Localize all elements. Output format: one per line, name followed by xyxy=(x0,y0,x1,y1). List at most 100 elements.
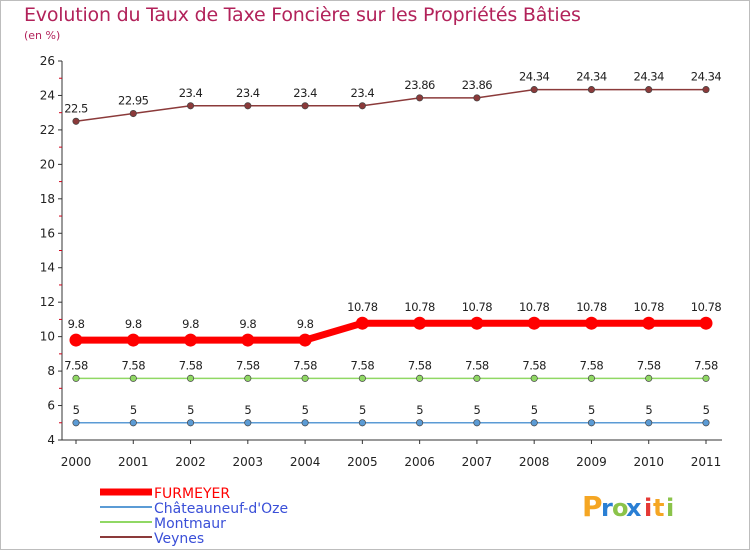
data-point xyxy=(530,419,538,427)
logo-letter: i xyxy=(644,494,652,522)
y-tick-label: 14 xyxy=(40,261,55,275)
data-label: 7.58 xyxy=(236,358,260,372)
data-label: 7.58 xyxy=(637,358,661,372)
x-tick-label: 2006 xyxy=(404,455,435,469)
y-tick-label: 10 xyxy=(40,330,55,344)
data-point xyxy=(473,419,481,427)
data-point xyxy=(473,374,481,382)
data-point xyxy=(642,316,656,330)
y-tick-label: 12 xyxy=(40,295,55,309)
logo-letter: t xyxy=(653,494,664,522)
x-tick-label: 2004 xyxy=(290,455,321,469)
data-point xyxy=(244,102,252,110)
y-tick-label: 18 xyxy=(40,192,55,206)
data-point xyxy=(470,316,484,330)
data-point xyxy=(527,316,541,330)
data-label: 5 xyxy=(416,403,423,417)
data-label: 7.58 xyxy=(64,358,88,372)
y-tick-label: 24 xyxy=(40,88,55,102)
data-point xyxy=(699,316,713,330)
data-label: 5 xyxy=(703,403,710,417)
data-point xyxy=(244,419,252,427)
y-tick-label: 6 xyxy=(47,399,55,413)
data-label: 10.78 xyxy=(347,300,378,314)
data-point xyxy=(645,419,653,427)
data-label: 5 xyxy=(473,403,480,417)
data-point xyxy=(416,374,424,382)
legend-label: Montmaur xyxy=(154,516,226,532)
data-point xyxy=(702,419,710,427)
data-point xyxy=(645,86,653,94)
data-label: 23.86 xyxy=(404,78,435,92)
legend-label: Châteauneuf-d'Oze xyxy=(154,501,288,517)
data-point xyxy=(358,374,366,382)
data-label: 5 xyxy=(73,403,80,417)
data-label: 5 xyxy=(302,403,309,417)
data-point xyxy=(413,316,427,330)
data-label: 5 xyxy=(359,403,366,417)
data-point xyxy=(244,374,252,382)
data-point xyxy=(129,109,137,118)
y-tick-label: 22 xyxy=(40,123,55,137)
y-tick-label: 8 xyxy=(47,364,55,378)
data-point xyxy=(241,333,255,347)
data-point xyxy=(587,86,596,94)
data-label: 10.78 xyxy=(404,300,435,314)
data-point xyxy=(301,419,309,427)
chart-title: Evolution du Taux de Taxe Foncière sur l… xyxy=(24,4,581,26)
data-point xyxy=(530,86,538,94)
data-label: 23.4 xyxy=(351,86,375,100)
data-label: 22.5 xyxy=(64,101,88,115)
data-label: 5 xyxy=(588,403,595,417)
data-label: 24.34 xyxy=(576,70,607,84)
data-label: 24.34 xyxy=(691,70,722,84)
logo-letter: P xyxy=(582,490,603,523)
data-point xyxy=(298,333,312,347)
data-label: 9.8 xyxy=(125,317,142,331)
data-label: 9.8 xyxy=(297,317,314,331)
logo-letter: o xyxy=(612,494,629,522)
data-label: 9.8 xyxy=(239,317,256,331)
data-point xyxy=(355,316,369,330)
data-label: 7.58 xyxy=(179,358,203,372)
data-label: 7.58 xyxy=(522,358,546,372)
data-point xyxy=(358,102,366,110)
data-label: 10.78 xyxy=(519,300,550,314)
data-label: 23.4 xyxy=(236,86,260,100)
data-label: 24.34 xyxy=(519,70,550,84)
data-label: 10.78 xyxy=(576,300,607,314)
y-tick-label: 4 xyxy=(47,433,55,447)
legend-label: Veynes xyxy=(154,531,204,547)
data-point xyxy=(530,374,538,382)
data-label: 22.95 xyxy=(118,94,149,108)
data-label: 5 xyxy=(645,403,652,417)
data-label: 10.78 xyxy=(691,300,722,314)
data-point xyxy=(584,316,598,330)
data-point xyxy=(645,374,653,382)
x-tick-label: 2000 xyxy=(61,455,92,469)
data-label: 5 xyxy=(187,403,194,417)
data-point xyxy=(69,333,83,347)
series-line-0 xyxy=(76,319,706,344)
x-tick-label: 2011 xyxy=(691,455,722,469)
x-tick-label: 2008 xyxy=(519,455,550,469)
y-tick-label: 16 xyxy=(40,226,55,240)
data-point xyxy=(358,419,366,427)
data-point xyxy=(587,419,596,427)
logo-letter: i xyxy=(666,494,674,522)
x-tick-label: 2009 xyxy=(576,455,607,469)
data-point xyxy=(587,374,596,382)
y-tick-label: 20 xyxy=(40,157,55,171)
data-label: 23.86 xyxy=(462,78,493,92)
legend-label: FURMEYER xyxy=(154,486,230,502)
data-point xyxy=(72,419,80,427)
data-point xyxy=(72,374,80,382)
data-label: 7.58 xyxy=(293,358,317,372)
x-tick-label: 2002 xyxy=(175,455,206,469)
data-label: 7.58 xyxy=(694,358,718,372)
data-label: 9.8 xyxy=(182,317,199,331)
data-point xyxy=(184,333,198,347)
data-point xyxy=(186,374,195,382)
